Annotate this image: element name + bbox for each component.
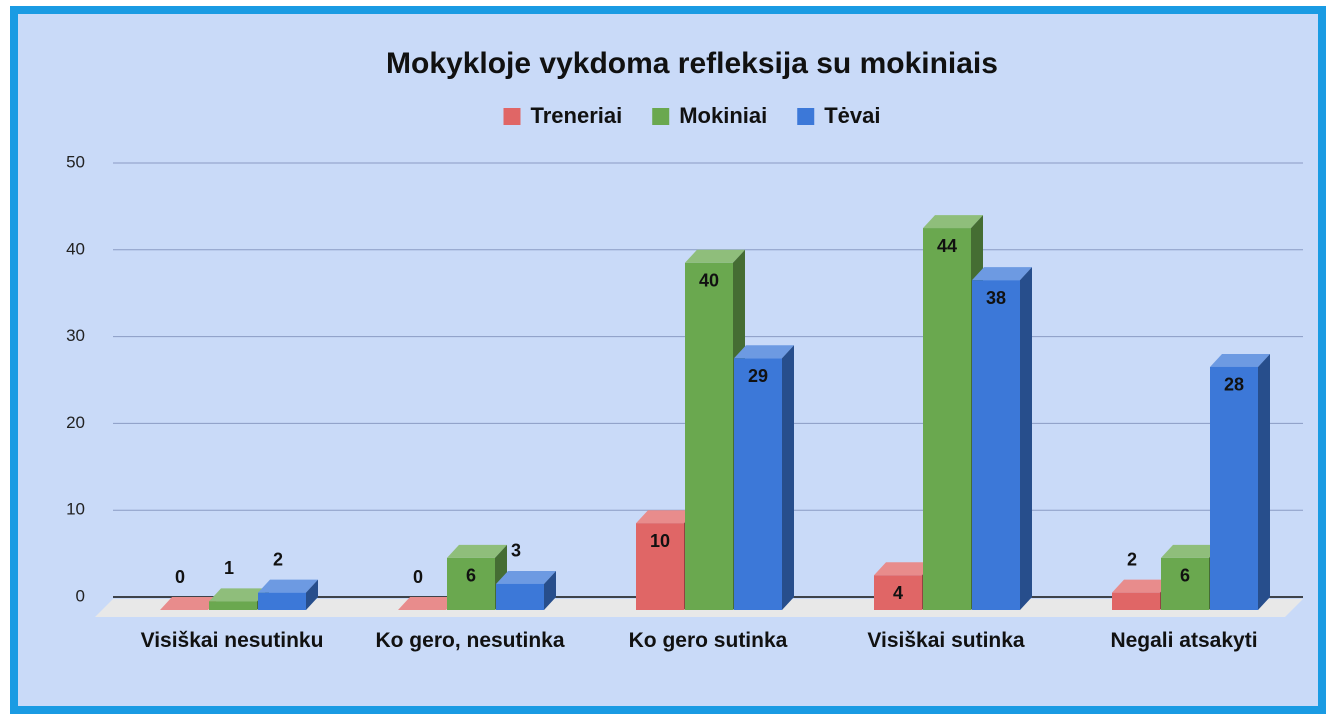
bar-top (209, 588, 269, 602)
bar-side (782, 345, 794, 610)
bar-top (1112, 579, 1172, 593)
bar-side (1258, 353, 1270, 610)
bar-front (1161, 557, 1209, 610)
bar-side (544, 570, 556, 610)
bar-top (636, 510, 696, 524)
bar (1210, 353, 1270, 610)
bar-top (496, 570, 556, 584)
bar-top (685, 249, 745, 263)
legend-label: Tėvai (824, 103, 880, 128)
bar-top (160, 597, 220, 610)
bar-side (1020, 267, 1032, 610)
bar-top (1161, 544, 1221, 558)
bar-front (1210, 366, 1258, 610)
bar-front (734, 358, 782, 610)
y-tick-label: 30 (66, 326, 85, 345)
data-label: 6 (1180, 566, 1190, 586)
bar (398, 597, 458, 610)
y-tick-label: 50 (66, 152, 85, 171)
y-tick-label: 20 (66, 413, 85, 432)
bar-top (734, 345, 794, 359)
legend-label: Treneriai (531, 103, 623, 128)
bar-side (306, 579, 318, 610)
legend-label: Mokiniai (679, 103, 767, 128)
data-label: 0 (175, 567, 185, 587)
data-label: 3 (511, 541, 521, 561)
data-label: 2 (1127, 549, 1137, 569)
chart-title: Mokykloje vykdoma refleksija su mokiniai… (386, 47, 998, 80)
bar (447, 544, 507, 610)
bar-top (447, 544, 507, 558)
bar-front (209, 601, 257, 610)
bar (972, 267, 1032, 610)
data-label: 28 (1224, 375, 1244, 395)
x-tick-label: Negali atsakyti (1110, 629, 1258, 652)
bar-top (923, 215, 983, 229)
data-label: 38 (986, 288, 1006, 308)
bar-front (923, 228, 971, 610)
bar-front (258, 592, 306, 610)
bar-top (874, 562, 934, 576)
bar (160, 597, 220, 610)
x-tick-label: Ko gero sutinka (628, 629, 788, 652)
data-label: 4 (893, 583, 903, 603)
data-label: 0 (413, 567, 423, 587)
bar-front (636, 523, 684, 610)
bar-front (496, 583, 544, 610)
data-label: 6 (466, 566, 476, 586)
bar-top (398, 597, 458, 610)
data-label: 40 (699, 271, 719, 291)
legend-swatch (652, 108, 670, 125)
y-tick-label: 0 (76, 586, 85, 605)
data-label: 10 (650, 531, 670, 551)
legend: Treneriai Mokiniai Tėvai (503, 103, 881, 128)
bar-front (874, 575, 922, 610)
data-label: 29 (748, 366, 768, 386)
data-label: 2 (273, 549, 283, 569)
data-label: 44 (937, 236, 957, 256)
bar-top (972, 267, 1032, 281)
bar-top (1210, 353, 1270, 367)
bar-front (685, 262, 733, 610)
x-tick-label: Visiškai sutinka (867, 629, 1025, 652)
bar (734, 345, 794, 610)
bar-front (972, 280, 1020, 610)
legend-swatch (503, 108, 521, 125)
bar (496, 570, 556, 610)
bar-top (258, 579, 318, 593)
x-tick-label: Ko gero, nesutinka (375, 629, 565, 652)
legend-swatch (797, 108, 815, 125)
x-tick-label: Visiškai nesutinku (140, 629, 324, 652)
y-tick-label: 10 (66, 500, 85, 519)
bar (258, 579, 318, 610)
bar-front (447, 557, 495, 610)
y-tick-label: 40 (66, 239, 85, 258)
bar-front (1112, 592, 1160, 610)
data-label: 1 (224, 558, 234, 578)
